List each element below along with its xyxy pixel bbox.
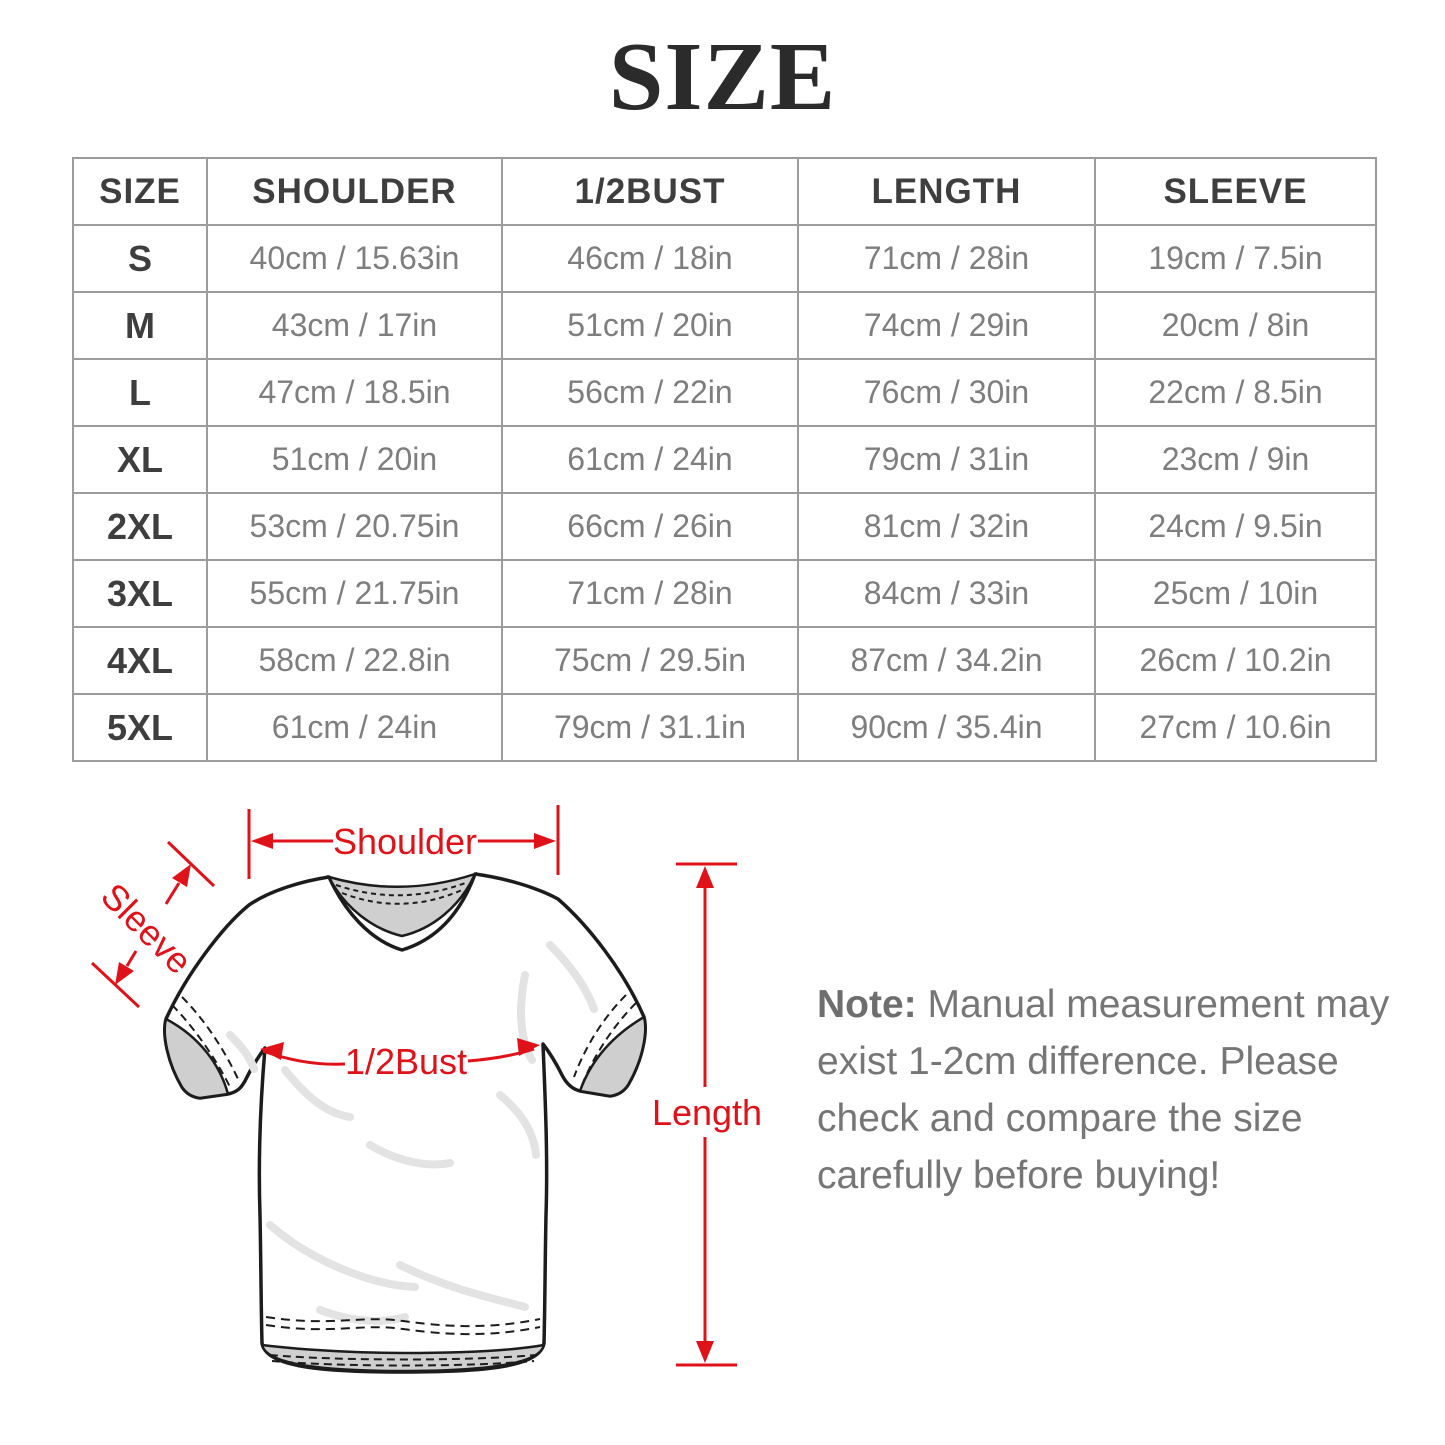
sleeve-arrow-shaft	[164, 882, 181, 905]
arrowhead	[517, 1038, 540, 1056]
left-cuff	[163, 1017, 230, 1100]
shoulder-cell: 40cm / 15.63in	[206, 224, 503, 293]
bust-cell: 56cm / 22in	[501, 358, 799, 427]
bust-cell: 71cm / 28in	[501, 559, 799, 628]
table-row: 2XL 53cm / 20.75in 66cm / 26in 81cm / 32…	[72, 492, 1377, 561]
note-line: check and compare the size	[817, 1097, 1303, 1140]
table-row: 3XL 55cm / 21.75in 71cm / 28in 84cm / 33…	[72, 559, 1377, 628]
length-label: Length	[652, 1092, 762, 1133]
arrowhead	[534, 833, 556, 849]
tshirt-measurement-diagram: Shoulder Sleeve 1/2Bust Length	[90, 805, 762, 1374]
table-row: M 43cm / 17in 51cm / 20in 74cm / 29in 20…	[72, 291, 1377, 360]
table-row: S 40cm / 15.63in 46cm / 18in 71cm / 28in…	[72, 224, 1377, 293]
hem-stitch	[265, 1316, 541, 1328]
fabric-wrinkles	[226, 941, 598, 1325]
length-cell: 74cm / 29in	[797, 291, 1096, 360]
size-cell: S	[72, 224, 208, 293]
shoulder-cell: 53cm / 20.75in	[206, 492, 503, 561]
size-cell: 2XL	[72, 492, 208, 561]
arrowhead	[260, 1042, 284, 1060]
collar-rib-stitch	[341, 889, 463, 905]
length-cell: 71cm / 28in	[797, 224, 1096, 293]
bust-cell: 61cm / 24in	[501, 425, 799, 494]
arrowhead	[696, 1341, 714, 1363]
note-text: Note: Manual measurement may exist 1-2cm…	[817, 976, 1397, 1204]
hem-stitch	[265, 1324, 541, 1336]
sleeve-arrow-shaft	[125, 950, 138, 967]
shoulder-cell: 55cm / 21.75in	[206, 559, 503, 628]
table-header-row: SIZE SHOULDER 1/2BUST LENGTH SLEEVE	[72, 157, 1377, 226]
collar	[326, 871, 478, 938]
table-row: 4XL 58cm / 22.8in 75cm / 29.5in 87cm / 3…	[72, 626, 1377, 695]
collar-rib-stitch	[335, 881, 469, 897]
half-bust-label: 1/2Bust	[345, 1041, 467, 1082]
table-row: XL 51cm / 20in 61cm / 24in 79cm / 31in 2…	[72, 425, 1377, 494]
length-cell: 84cm / 33in	[797, 559, 1096, 628]
sleeve-cell: 26cm / 10.2in	[1094, 626, 1377, 695]
bust-cell: 51cm / 20in	[501, 291, 799, 360]
bust-cell: 66cm / 26in	[501, 492, 799, 561]
shoulder-cell: 58cm / 22.8in	[206, 626, 503, 695]
note-line: carefully before buying!	[817, 1154, 1221, 1197]
sleeve-tick	[90, 961, 141, 1009]
note-line: exist 1-2cm difference. Please	[817, 1040, 1339, 1083]
header-sleeve: SLEEVE	[1094, 157, 1377, 226]
header-size: SIZE	[72, 157, 208, 226]
header-shoulder: SHOULDER	[206, 157, 503, 226]
table-row: 5XL 61cm / 24in 79cm / 31.1in 90cm / 35.…	[72, 693, 1377, 762]
size-cell: L	[72, 358, 208, 427]
length-cell: 87cm / 34.2in	[797, 626, 1096, 695]
size-cell: 4XL	[72, 626, 208, 695]
sleeve-cell: 20cm / 8in	[1094, 291, 1377, 360]
sleeve-cell: 24cm / 9.5in	[1094, 492, 1377, 561]
sleeve-cell: 22cm / 8.5in	[1094, 358, 1377, 427]
right-cuff	[578, 1015, 647, 1098]
sleeve-label: Sleeve	[93, 875, 200, 982]
shoulder-label: Shoulder	[333, 821, 477, 862]
arrowhead	[172, 864, 191, 887]
arrowhead	[115, 962, 134, 985]
page-title: SIZE	[608, 23, 837, 131]
tshirt-illustration	[163, 871, 647, 1374]
size-cell: 3XL	[72, 559, 208, 628]
header-length: LENGTH	[797, 157, 1096, 226]
shoulder-cell: 47cm / 18.5in	[206, 358, 503, 427]
length-cell: 90cm / 35.4in	[797, 693, 1096, 762]
table-row: L 47cm / 18.5in 56cm / 22in 76cm / 30in …	[72, 358, 1377, 427]
size-cell: 5XL	[72, 693, 208, 762]
sleeve-cell: 23cm / 9in	[1094, 425, 1377, 494]
sleeve-cell: 19cm / 7.5in	[1094, 224, 1377, 293]
shoulder-cell: 51cm / 20in	[206, 425, 503, 494]
length-cell: 76cm / 30in	[797, 358, 1096, 427]
shoulder-cell: 43cm / 17in	[206, 291, 503, 360]
size-cell: XL	[72, 425, 208, 494]
header-bust: 1/2BUST	[501, 157, 799, 226]
shoulder-cell: 61cm / 24in	[206, 693, 503, 762]
length-cell: 81cm / 32in	[797, 492, 1096, 561]
note-label: Note:	[817, 983, 917, 1026]
size-table: SIZE SHOULDER 1/2BUST LENGTH SLEEVE S 40…	[72, 157, 1377, 762]
bust-cell: 75cm / 29.5in	[501, 626, 799, 695]
size-cell: M	[72, 291, 208, 360]
bust-cell: 79cm / 31.1in	[501, 693, 799, 762]
bust-cell: 46cm / 18in	[501, 224, 799, 293]
sleeve-cell: 25cm / 10in	[1094, 559, 1377, 628]
arrowhead	[251, 833, 273, 849]
arrowhead	[696, 866, 714, 888]
note-line: Note: Manual measurement may	[817, 983, 1390, 1026]
tshirt-outline	[163, 872, 647, 1374]
sleeve-cell: 27cm / 10.6in	[1094, 693, 1377, 762]
hem-band-stitch	[271, 1360, 535, 1367]
hem-band-stitch	[269, 1354, 537, 1361]
length-cell: 79cm / 31in	[797, 425, 1096, 494]
